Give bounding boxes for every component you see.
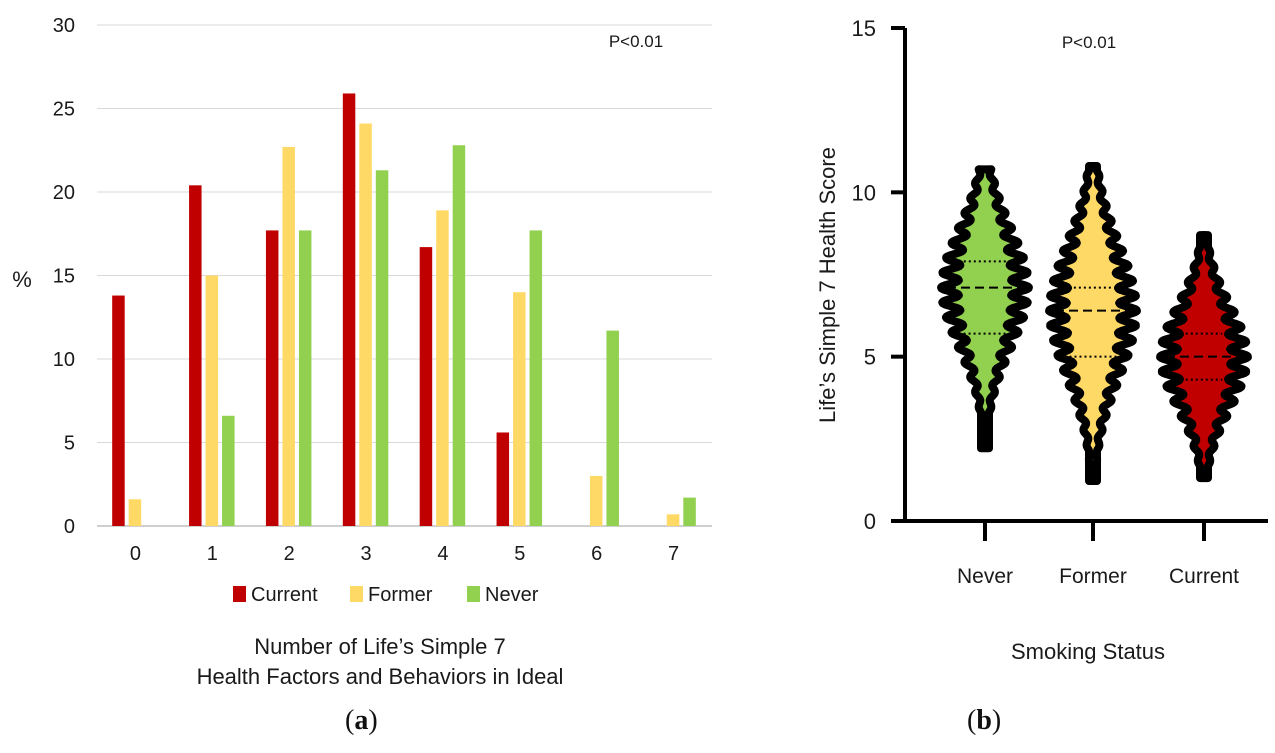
bar-former (589, 475, 603, 526)
p-value-annotation: P<0.01 (609, 32, 663, 51)
y-tick-label: 30 (53, 15, 75, 37)
bar-current (112, 295, 125, 526)
panel-a-xlabel: Number of Life’s Simple 7 Health Factors… (110, 632, 650, 692)
bar-current (265, 230, 279, 526)
bar-current (419, 247, 433, 527)
legend-swatch-former (350, 586, 363, 602)
y-tick-label: 5 (864, 345, 876, 370)
y-axis-label: % (12, 267, 32, 292)
y-tick-label: 0 (864, 509, 876, 534)
bar-never (375, 170, 389, 527)
bar-former (282, 146, 295, 526)
y-tick-label: 0 (64, 516, 75, 538)
bar-former (436, 210, 449, 526)
bar-former (513, 292, 526, 526)
violin-never (937, 165, 1033, 453)
bar-never (529, 230, 543, 526)
violin-current (1156, 231, 1252, 483)
x-tick-label: 4 (437, 543, 448, 565)
y-tick-label: 15 (852, 16, 876, 41)
bar-former (359, 123, 372, 526)
x-tick-label: 0 (130, 543, 141, 565)
x-tick-label: 7 (668, 543, 679, 565)
x-tick-label: Former (1059, 565, 1127, 588)
legend-label-never: Never (485, 584, 539, 606)
panel-b-xlabel: Smoking Status (1010, 639, 1166, 664)
legend-label-current: Current (251, 584, 318, 606)
bar-former (666, 514, 680, 526)
legend-label-former: Former (368, 584, 433, 606)
y-tick-label: 10 (852, 180, 876, 205)
y-tick-label: 10 (53, 349, 75, 371)
caption-b-letter: b (976, 705, 992, 736)
x-tick-label: 5 (514, 543, 525, 565)
x-tick-label: 6 (591, 543, 602, 565)
bar-never (452, 145, 466, 527)
x-tick-label: Current (1169, 565, 1239, 588)
bar-current (342, 93, 356, 526)
panel-a-xlabel-line2: Health Factors and Behaviors in Ideal (196, 664, 564, 689)
bar-current (496, 432, 510, 526)
bar-former (128, 499, 142, 526)
caption-a-letter: a (354, 705, 369, 736)
bar-former (205, 275, 219, 526)
p-value-annotation: P<0.01 (1062, 33, 1116, 52)
panel-b-violin-chart: 0 5 10 15 Life’s Simple 7 Health Score Never F… (815, 16, 1268, 588)
x-tick-label: 3 (361, 543, 372, 565)
panel-a-xlabel-line1: Number of Life’s Simple 7 (254, 634, 506, 659)
bar-never (298, 230, 312, 526)
y-tick-label: 5 (64, 433, 75, 455)
bar-current (189, 185, 202, 526)
y-axis-label: Life’s Simple 7 Health Score (815, 147, 840, 423)
panel-a-bar-chart: 0 5 10 15 20 25 30% 0 1 2 3 4 5 6 7 P<0.01 Current Former… (12, 15, 712, 606)
x-tick-label: 1 (207, 543, 218, 565)
x-tick-label: 2 (284, 543, 295, 565)
y-tick-label: 25 (53, 99, 75, 121)
y-tick-label: 15 (53, 266, 75, 288)
bar-never (606, 330, 619, 526)
x-tick-label: Never (957, 565, 1013, 588)
bar-never (683, 497, 696, 526)
legend-swatch-never (467, 586, 480, 602)
caption-b: (b) (967, 705, 1002, 736)
caption-a: (a) (345, 705, 378, 736)
violin-former (1045, 162, 1141, 485)
bar-never (222, 415, 235, 526)
y-tick-label: 20 (53, 182, 75, 204)
legend-swatch-current (233, 586, 246, 602)
